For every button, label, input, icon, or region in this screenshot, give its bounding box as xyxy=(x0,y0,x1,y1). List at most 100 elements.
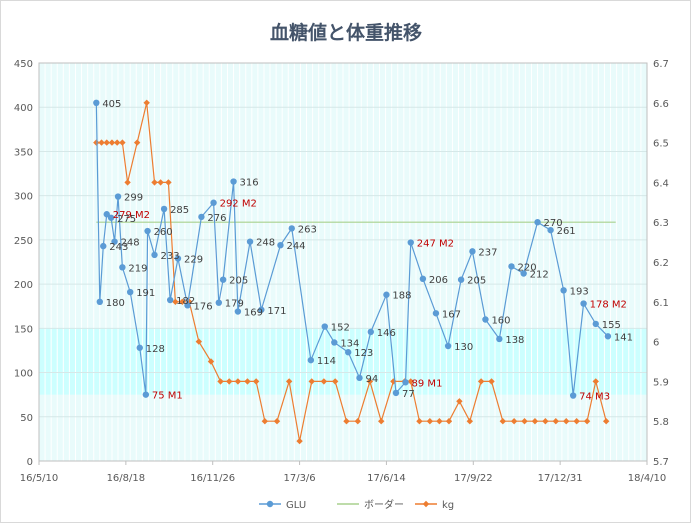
glu-point xyxy=(277,241,284,249)
glu-point xyxy=(496,335,503,343)
glu-data-label: 128 xyxy=(146,344,165,355)
glu-point xyxy=(166,296,174,304)
kg-point xyxy=(119,139,126,146)
glu-data-label: 167 xyxy=(442,309,461,320)
x-tick-label: 16/5/10 xyxy=(20,473,59,484)
y-left-tick-label: 300 xyxy=(14,192,33,203)
x-tick-label: 17/3/6 xyxy=(283,473,315,484)
glu-point xyxy=(234,308,242,315)
x-tick-label: 18/4/10 xyxy=(628,473,667,484)
glu-point xyxy=(508,263,515,270)
axes: 0 50 100 150 200 250 300 350 400 450 5.7 5.8 5.9 6 6.1… xyxy=(14,59,669,484)
plot-area xyxy=(38,62,648,462)
kg-point xyxy=(133,139,141,146)
y-left-tick-label: 0 xyxy=(27,457,33,468)
kg-point xyxy=(592,378,599,385)
y-right-tick-label: 5.8 xyxy=(653,417,669,428)
glu-data-label: 220 xyxy=(518,262,537,273)
glu-data-label: 188 xyxy=(392,291,411,302)
glu-data-label: 138 xyxy=(505,335,524,346)
kg-point xyxy=(143,99,150,106)
glu-point xyxy=(560,287,567,294)
kg-point xyxy=(416,418,423,425)
glu-point xyxy=(114,193,122,200)
glu-data-label: 89 M1 xyxy=(412,378,443,389)
kg-point xyxy=(226,378,233,385)
kg-point xyxy=(320,378,328,385)
glu-point xyxy=(402,379,409,386)
x-tick-label: 16/8/18 xyxy=(107,473,146,484)
kg-point xyxy=(531,418,539,425)
glu-point xyxy=(407,239,414,246)
glu-data-label: 176 xyxy=(194,301,213,312)
glu-point xyxy=(107,214,115,221)
kg-point xyxy=(573,418,580,425)
glu-point xyxy=(520,270,527,277)
glu-point xyxy=(534,219,541,226)
glu-data-label: 275 xyxy=(117,214,136,225)
legend-label: ボーダー xyxy=(364,498,404,511)
glu-point xyxy=(100,242,107,250)
glu-point xyxy=(151,251,158,259)
y-right-tick-label: 5.7 xyxy=(653,457,669,468)
glu-data-label: 247 M2 xyxy=(417,239,454,250)
y-right-tick-label: 6.5 xyxy=(653,139,669,150)
glu-data-label: 94 xyxy=(366,374,379,385)
kg-point xyxy=(261,418,269,425)
glu-point xyxy=(469,248,476,255)
kg-point xyxy=(252,378,260,385)
glu-data-label: 77 xyxy=(402,389,415,400)
kg-point xyxy=(331,378,339,385)
glu-data-label: 229 xyxy=(184,254,203,265)
glu-point xyxy=(160,205,168,213)
glu-data-label: 160 xyxy=(491,315,510,326)
glu-point xyxy=(592,320,599,328)
y-right-tick-label: 6.1 xyxy=(653,298,669,309)
kg-point xyxy=(563,418,570,425)
y-right-tick-label: 6.3 xyxy=(653,218,669,229)
glu-point xyxy=(184,302,191,309)
legend-marker xyxy=(266,500,274,508)
kg-point xyxy=(366,378,374,385)
glu-point xyxy=(482,316,489,323)
y-right-tick-label: 6.4 xyxy=(653,178,669,189)
glu-data-label: 141 xyxy=(614,332,633,343)
kg-point xyxy=(93,139,100,146)
y-right-tick-label: 6.7 xyxy=(653,59,669,70)
glu-point xyxy=(367,328,374,336)
glu-point xyxy=(569,392,577,399)
kg-point xyxy=(308,378,315,385)
glu-point xyxy=(383,291,390,298)
x-tick-label: 16/11/26 xyxy=(190,473,235,484)
glu-data-label: 180 xyxy=(106,298,125,309)
kg-point xyxy=(195,338,203,345)
kg-point xyxy=(108,139,116,146)
kg-point xyxy=(521,418,528,425)
glu-data-label: 219 xyxy=(128,263,147,274)
kg-point xyxy=(436,418,443,425)
glu-point xyxy=(93,99,100,107)
glu-data-label: 171 xyxy=(267,306,286,317)
legend-item-border: ボーダー xyxy=(337,498,404,511)
glu-point xyxy=(96,298,104,305)
y-right-tick-label: 5.9 xyxy=(653,377,669,388)
glu-data-label: 182 xyxy=(176,296,195,307)
kg-point xyxy=(466,418,474,425)
glu-data-label: 405 xyxy=(102,99,121,110)
glu-data-label: 237 xyxy=(478,247,497,258)
kg-point xyxy=(285,378,293,385)
glu-data-label: 248 xyxy=(256,238,275,249)
y-right-tick-label: 6.2 xyxy=(653,258,669,269)
kg-point xyxy=(273,418,281,425)
glu-data-label: 316 xyxy=(240,178,259,189)
glu-point xyxy=(174,255,182,262)
glu-point xyxy=(457,276,465,283)
legend-item-glu: GLU xyxy=(259,500,306,511)
glu-data-label: 179 xyxy=(225,299,244,310)
kg-point xyxy=(103,139,110,146)
kg-point xyxy=(113,139,121,146)
glu-data-label: 134 xyxy=(340,338,359,349)
glu-point xyxy=(103,211,110,218)
